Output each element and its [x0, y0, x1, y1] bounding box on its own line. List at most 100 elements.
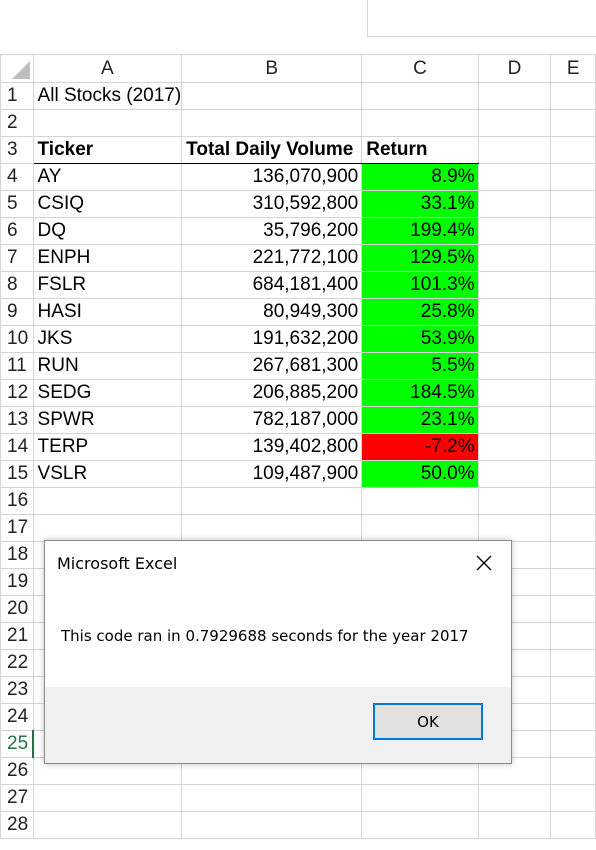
- cell-a[interactable]: TERP: [32, 433, 183, 461]
- cell-c[interactable]: 25.8%: [361, 298, 479, 326]
- cell-b[interactable]: 206,885,200: [181, 379, 363, 407]
- cell-e[interactable]: [550, 622, 596, 650]
- cell-d[interactable]: [477, 784, 552, 812]
- cell-e[interactable]: [550, 433, 596, 461]
- cell-d[interactable]: [477, 217, 552, 245]
- cell-b[interactable]: [181, 487, 363, 515]
- cell-a[interactable]: [32, 811, 183, 839]
- close-button[interactable]: [465, 547, 503, 579]
- cell-c[interactable]: [361, 487, 479, 515]
- cell-c[interactable]: 8.9%: [361, 163, 479, 191]
- row-header[interactable]: 12: [0, 379, 34, 407]
- cell-b[interactable]: 310,592,800: [181, 190, 363, 218]
- cell-d[interactable]: [477, 163, 552, 191]
- cell-b[interactable]: 136,070,900: [181, 163, 363, 191]
- cell-c[interactable]: 53.9%: [361, 325, 479, 353]
- row-header[interactable]: 3: [0, 136, 34, 164]
- row-header[interactable]: 9: [0, 298, 34, 326]
- cell-e[interactable]: [550, 244, 596, 272]
- cell-e[interactable]: [550, 217, 596, 245]
- cell-e[interactable]: [550, 784, 596, 812]
- cell-c[interactable]: 5.5%: [361, 352, 479, 380]
- cell-c[interactable]: 129.5%: [361, 244, 479, 272]
- cell-e[interactable]: [550, 730, 596, 758]
- cell-a[interactable]: [32, 514, 183, 542]
- cell-e[interactable]: [550, 811, 596, 839]
- cell-e[interactable]: [550, 190, 596, 218]
- cell-d[interactable]: [477, 352, 552, 380]
- cell-e[interactable]: [550, 703, 596, 731]
- cell-a[interactable]: HASI: [32, 298, 183, 326]
- cell-e[interactable]: [550, 514, 596, 542]
- cell-a[interactable]: [32, 109, 183, 137]
- column-header-c[interactable]: C: [361, 54, 479, 83]
- cell-e[interactable]: [550, 595, 596, 623]
- cell-c[interactable]: 23.1%: [361, 406, 479, 434]
- cell-c[interactable]: [361, 514, 479, 542]
- cell-b[interactable]: [181, 811, 363, 839]
- cell-b[interactable]: Total Daily Volume: [181, 136, 363, 164]
- row-header[interactable]: 2: [0, 109, 34, 137]
- row-header[interactable]: 18: [0, 541, 34, 569]
- cell-e[interactable]: [550, 136, 596, 164]
- cell-d[interactable]: [477, 82, 552, 110]
- cell-a[interactable]: AY: [32, 163, 183, 191]
- cell-b[interactable]: [181, 109, 363, 137]
- cell-e[interactable]: [550, 379, 596, 407]
- cell-b[interactable]: 221,772,100: [181, 244, 363, 272]
- cell-a[interactable]: FSLR: [32, 271, 183, 299]
- cell-c[interactable]: -7.2%: [361, 433, 479, 461]
- cell-a[interactable]: RUN: [32, 352, 183, 380]
- cell-d[interactable]: [477, 298, 552, 326]
- row-header[interactable]: 20: [0, 595, 34, 623]
- cell-d[interactable]: [477, 244, 552, 272]
- cell-a[interactable]: SPWR: [32, 406, 183, 434]
- cell-d[interactable]: [477, 190, 552, 218]
- cell-c[interactable]: [361, 82, 479, 110]
- cell-a[interactable]: All Stocks (2017): [32, 82, 183, 110]
- row-header[interactable]: 10: [0, 325, 34, 353]
- row-header[interactable]: 7: [0, 244, 34, 272]
- cell-e[interactable]: [550, 568, 596, 596]
- row-header[interactable]: 21: [0, 622, 34, 650]
- cell-d[interactable]: [477, 325, 552, 353]
- cell-e[interactable]: [550, 460, 596, 488]
- ok-button[interactable]: OK: [373, 703, 483, 740]
- cell-d[interactable]: [477, 379, 552, 407]
- row-header[interactable]: 15: [0, 460, 34, 488]
- row-header[interactable]: 16: [0, 487, 34, 515]
- row-header[interactable]: 27: [0, 784, 34, 812]
- cell-c[interactable]: [361, 784, 479, 812]
- row-header[interactable]: 19: [0, 568, 34, 596]
- row-header[interactable]: 23: [0, 676, 34, 704]
- row-header[interactable]: 13: [0, 406, 34, 434]
- row-header[interactable]: 11: [0, 352, 34, 380]
- cell-c[interactable]: 199.4%: [361, 217, 479, 245]
- cell-e[interactable]: [550, 649, 596, 677]
- cell-b[interactable]: [181, 82, 363, 110]
- cell-a[interactable]: CSIQ: [32, 190, 183, 218]
- cell-c[interactable]: [361, 109, 479, 137]
- cell-e[interactable]: [550, 325, 596, 353]
- cell-b[interactable]: 80,949,300: [181, 298, 363, 326]
- cell-c[interactable]: [361, 811, 479, 839]
- cell-a[interactable]: VSLR: [32, 460, 183, 488]
- cell-b[interactable]: 782,187,000: [181, 406, 363, 434]
- cell-d[interactable]: [477, 271, 552, 299]
- cell-d[interactable]: [477, 136, 552, 164]
- row-header[interactable]: 1: [0, 82, 34, 110]
- cell-b[interactable]: 191,632,200: [181, 325, 363, 353]
- row-header[interactable]: 28: [0, 811, 34, 839]
- row-header[interactable]: 8: [0, 271, 34, 299]
- cell-d[interactable]: [477, 406, 552, 434]
- select-all-button[interactable]: [0, 54, 34, 83]
- cell-c[interactable]: 50.0%: [361, 460, 479, 488]
- cell-e[interactable]: [550, 271, 596, 299]
- cell-b[interactable]: 267,681,300: [181, 352, 363, 380]
- cell-e[interactable]: [550, 541, 596, 569]
- row-header[interactable]: 14: [0, 433, 34, 461]
- row-header[interactable]: 22: [0, 649, 34, 677]
- row-header[interactable]: 6: [0, 217, 34, 245]
- row-header[interactable]: 25: [0, 730, 35, 758]
- cell-a[interactable]: [32, 487, 183, 515]
